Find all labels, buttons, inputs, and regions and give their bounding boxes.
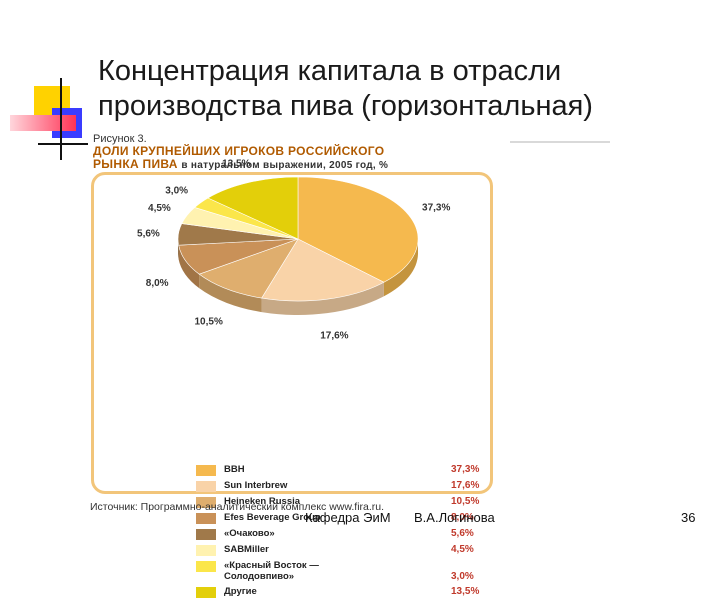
deco-horizontal-line bbox=[38, 143, 88, 145]
title-rule bbox=[510, 141, 610, 143]
legend-value: 37,3% bbox=[451, 464, 480, 475]
legend-value: 8,0% bbox=[451, 512, 474, 523]
legend-value: 10,5% bbox=[451, 496, 480, 507]
legend-value: 13,5% bbox=[451, 586, 480, 597]
legend-label: «Очаково» bbox=[224, 528, 275, 539]
figure-heading-main: РЫНКА ПИВА bbox=[93, 157, 178, 171]
legend-swatch bbox=[196, 587, 216, 598]
slide-title: Концентрация капитала в отрасли производ… bbox=[98, 54, 698, 124]
pie-value-label: 10,5% bbox=[195, 316, 223, 327]
legend-item: Heineken Russia 10,5% bbox=[196, 496, 496, 512]
legend-item: BBH 37,3% bbox=[196, 464, 496, 480]
legend-item: «Красный Восток — Солодовпиво» 3,0% bbox=[196, 560, 496, 582]
legend-swatch bbox=[196, 481, 216, 492]
slide-title-line-2: производства пива (горизонтальная) bbox=[98, 90, 593, 122]
slide-title-line-1: Концентрация капитала в отрасли bbox=[98, 55, 562, 87]
legend-item: SABMiller 4,5% bbox=[196, 544, 496, 560]
legend-swatch bbox=[196, 513, 216, 524]
legend-label: Другие bbox=[224, 586, 257, 597]
pie-slice bbox=[297, 176, 419, 283]
pie-chart: 37,3% 17,6% 10,5% 8,0% 5,6% 4,5% 3,0% 13,5% bbox=[137, 158, 450, 341]
deco-red-bar bbox=[10, 115, 76, 131]
figure: Рисунок 3. ДОЛИ КРУПНЕЙШИХ ИГРОКОВ РОССИ… bbox=[88, 131, 498, 598]
figure-heading-line-1: ДОЛИ КРУПНЕЙШИХ ИГРОКОВ РОССИЙСКОГО bbox=[93, 144, 385, 158]
pie-value-label: 8,0% bbox=[146, 278, 169, 289]
pie-value-label: 4,5% bbox=[148, 203, 171, 214]
legend-swatch bbox=[196, 497, 216, 508]
pie-slice-side bbox=[178, 245, 200, 289]
figure-label: Рисунок 3. bbox=[93, 133, 147, 145]
legend-label: Efes Beverage Group bbox=[224, 512, 321, 523]
chart-frame bbox=[91, 172, 493, 494]
pie-slice-side bbox=[199, 274, 262, 313]
pie-value-label: 37,3% bbox=[422, 202, 450, 213]
deco-vertical-line bbox=[60, 78, 62, 160]
pie-value-label: 3,0% bbox=[165, 186, 188, 197]
pie-slice bbox=[207, 176, 299, 240]
legend-label: «Красный Восток — Солодовпиво» bbox=[224, 560, 319, 582]
legend-item: Другие 13,5% bbox=[196, 586, 496, 602]
legend-item: «Очаково» 5,6% bbox=[196, 528, 496, 544]
legend-value: 4,5% bbox=[451, 544, 474, 555]
pie-value-label: 17,6% bbox=[320, 330, 348, 341]
pie-value-label: 13,5% bbox=[222, 158, 250, 169]
legend-swatch bbox=[196, 529, 216, 540]
legend-value: 17,6% bbox=[451, 480, 480, 491]
legend-label: Heineken Russia bbox=[224, 496, 301, 507]
pie-slice-side bbox=[261, 282, 384, 315]
figure-heading-sub: в натуральном выражении, 2005 год, % bbox=[181, 160, 389, 171]
legend-label: Sun Interbrew bbox=[224, 480, 288, 491]
legend-value: 3,0% bbox=[451, 571, 474, 582]
legend-item: Sun Interbrew 17,6% bbox=[196, 480, 496, 496]
page-number: 36 bbox=[681, 510, 696, 525]
legend-swatch bbox=[196, 561, 216, 572]
figure-heading-line-2: РЫНКА ПИВА в натуральном выражении, 2005… bbox=[93, 157, 388, 171]
figure-source: Источник: Программно-аналитический компл… bbox=[90, 501, 385, 513]
legend-swatch bbox=[196, 465, 216, 476]
legend-item: Efes Beverage Group 8,0% bbox=[196, 512, 496, 528]
pie-slice bbox=[198, 238, 299, 299]
legend-label: SABMiller bbox=[224, 544, 269, 555]
legend-value: 5,6% bbox=[451, 528, 474, 539]
footer-department: Кафедра ЭиМ bbox=[305, 510, 391, 525]
footer-author: В.А.Логинова bbox=[414, 510, 495, 525]
pie-slice bbox=[261, 238, 385, 302]
pie-value-label: 5,6% bbox=[137, 229, 160, 240]
legend-label: BBH bbox=[224, 464, 245, 475]
legend-swatch bbox=[196, 545, 216, 556]
pie-slice-side bbox=[383, 239, 418, 297]
